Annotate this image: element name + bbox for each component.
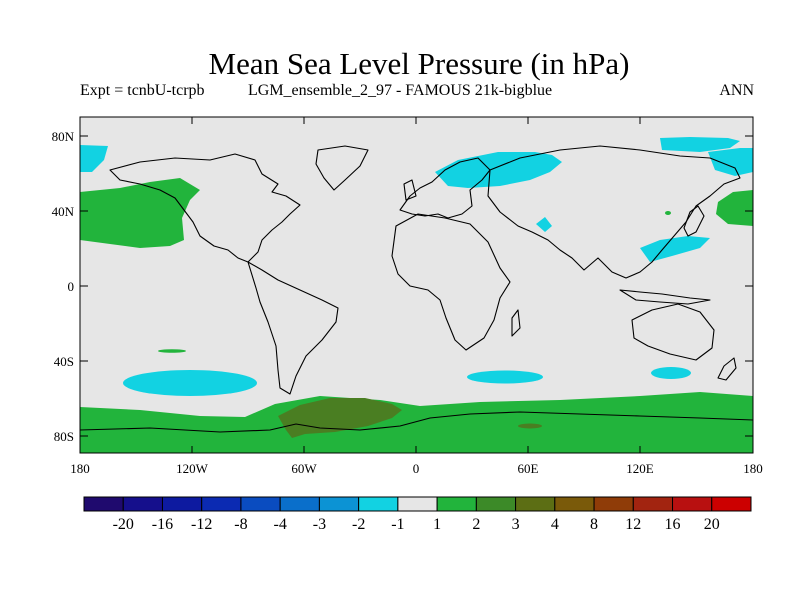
british-isles-coast — [403, 179, 417, 201]
colorbar-label: -1 — [391, 516, 404, 533]
south-america-positive-sliver — [158, 349, 186, 353]
antarctica-coast — [80, 411, 753, 433]
colorbar-swatch — [436, 496, 477, 512]
colorbar-swatch — [201, 496, 242, 512]
colorbar-label: 4 — [551, 516, 559, 533]
colorbar-label: -20 — [113, 516, 134, 533]
colorbar-label: -8 — [234, 516, 247, 533]
lat-label: 80N — [52, 129, 75, 144]
lat-tick-marks — [80, 135, 753, 437]
small-positive-patch — [518, 423, 542, 429]
colorbar-label: 20 — [704, 516, 720, 533]
madagascar-coast — [511, 309, 521, 337]
coastlines — [80, 145, 753, 433]
colorbar-swatch — [318, 496, 360, 512]
south-indian-negative-region — [467, 370, 543, 384]
indonesia-coast — [619, 289, 711, 305]
arctic-negative-region-west — [80, 145, 108, 172]
lon-label: 180 — [743, 461, 763, 476]
lat-labels: 80N 40N 0 40S 80S — [52, 129, 75, 444]
lon-label: 180 — [70, 461, 90, 476]
anomaly-fills — [80, 137, 753, 453]
lon-label: 60W — [291, 461, 317, 476]
colorbar-swatch — [358, 496, 399, 512]
colorbar-label: -2 — [352, 516, 365, 533]
lon-label: 120W — [176, 461, 209, 476]
central-asia-negative-patch — [536, 217, 552, 232]
colorbar-label: 8 — [590, 516, 598, 533]
lon-label: 120E — [626, 461, 654, 476]
map-title: Mean Sea Level Pressure (in hPa) — [208, 46, 630, 81]
colorbar-swatch — [593, 496, 634, 512]
south-australia-negative-region — [651, 367, 691, 379]
lat-label: 0 — [68, 279, 75, 294]
lon-tick-marks — [191, 117, 641, 453]
colorbar-swatch — [122, 496, 163, 512]
season-label: ANN — [719, 82, 754, 99]
colorbar-swatch — [240, 496, 281, 512]
southern-ocean-positive-band — [80, 392, 753, 453]
lat-label: 40S — [54, 354, 74, 369]
colorbar-swatch — [475, 496, 517, 512]
colorbar-swatch — [632, 496, 674, 512]
colorbar-swatch — [515, 496, 556, 512]
colorbar-swatch — [672, 496, 713, 512]
colorbar-label: 3 — [512, 516, 520, 533]
lon-label: 60E — [518, 461, 539, 476]
lon-label: 0 — [413, 461, 420, 476]
colorbar-label: 12 — [625, 516, 641, 533]
run-label: LGM_ensemble_2_97 - FAMOUS 21k-bigblue — [248, 82, 553, 99]
asia-coast — [487, 145, 741, 279]
colorbar-swatch — [554, 496, 595, 512]
tiny-positive-patch — [665, 211, 671, 215]
siberia-negative-region — [708, 148, 753, 176]
colorbar-swatch — [397, 496, 438, 512]
lon-labels: 180 120W 60W 0 60E 120E 180 — [70, 461, 763, 476]
greenland-coast — [315, 145, 369, 191]
south-america-coast — [247, 261, 339, 395]
europe-coast — [399, 157, 491, 219]
australia-coast — [631, 303, 715, 361]
weddell-positive-region — [278, 398, 402, 438]
colorbar-label: -4 — [274, 516, 287, 533]
colorbar-swatch — [711, 496, 752, 512]
colorbar-label: 2 — [472, 516, 480, 533]
colorbar-label: 16 — [665, 516, 681, 533]
colorbar-label: -3 — [313, 516, 326, 533]
south-pacific-negative-region — [123, 370, 257, 396]
colorbar-label: 1 — [433, 516, 441, 533]
lat-label: 40N — [52, 204, 75, 219]
africa-coast — [391, 213, 511, 351]
colorbar-swatch — [279, 496, 320, 512]
lat-label: 80S — [54, 429, 74, 444]
colorbar: -20 -16 -12 -8 -4 -3 -2 -1 1 2 3 4 8 12 16 20 — [83, 496, 752, 533]
colorbar-swatch — [161, 496, 203, 512]
northwest-pacific-positive-region — [716, 190, 753, 226]
japan-coast — [683, 205, 705, 237]
experiment-label: Expt = tcnbU-tcrpb — [80, 82, 205, 99]
colorbar-label: -16 — [152, 516, 173, 533]
north-america-coast — [109, 153, 301, 263]
colorbar-swatch — [83, 496, 124, 512]
arctic-negative-region-east — [660, 137, 740, 152]
colorbar-label: -12 — [191, 516, 212, 533]
new-zealand-coast — [717, 357, 737, 381]
